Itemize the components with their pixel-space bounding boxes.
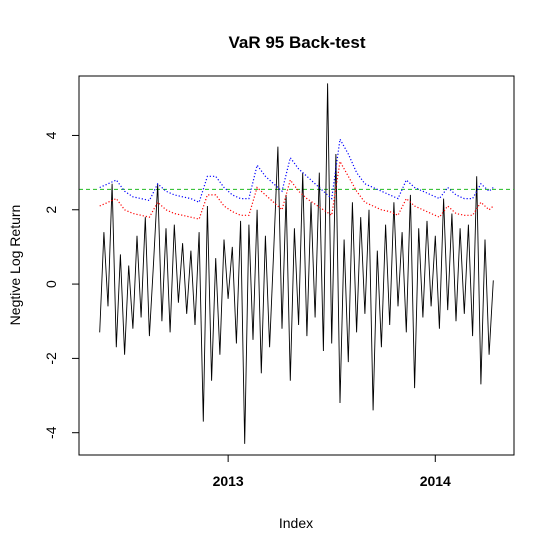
y-tick-label-0: 0: [43, 280, 59, 288]
x-axis: 2013 2014: [213, 454, 451, 489]
series-line-0: [99, 83, 494, 444]
x-axis-title: Index: [279, 515, 313, 531]
plot-frame: [78, 75, 515, 456]
x-tick-label-2014: 2014: [420, 473, 451, 489]
series-lines: [99, 83, 494, 444]
y-tick-label-2: 2: [43, 206, 59, 214]
y-tick-label--4: -4: [43, 426, 59, 439]
y-tick-label-4: 4: [43, 131, 59, 139]
chart-title: VaR 95 Back-test: [228, 33, 365, 52]
series-line-1: [99, 137, 494, 204]
y-axis: -4 -2 0 2 4: [43, 131, 80, 439]
plot-area: [78, 75, 515, 456]
y-tick-label--2: -2: [43, 352, 59, 365]
y-axis-title: Negtive Log Return: [7, 205, 23, 326]
x-tick-label-2013: 2013: [213, 473, 244, 489]
